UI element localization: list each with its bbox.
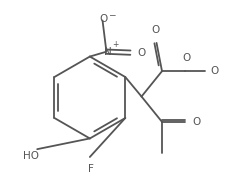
Text: O: O <box>182 53 190 63</box>
Text: O: O <box>152 25 160 35</box>
Text: N: N <box>104 47 111 57</box>
Text: +: + <box>113 40 119 49</box>
Text: O: O <box>193 117 201 127</box>
Text: −: − <box>108 10 116 19</box>
Text: O: O <box>99 14 108 25</box>
Text: O: O <box>211 66 219 76</box>
Text: HO: HO <box>23 151 39 161</box>
Text: O: O <box>138 48 146 58</box>
Text: F: F <box>89 164 94 174</box>
